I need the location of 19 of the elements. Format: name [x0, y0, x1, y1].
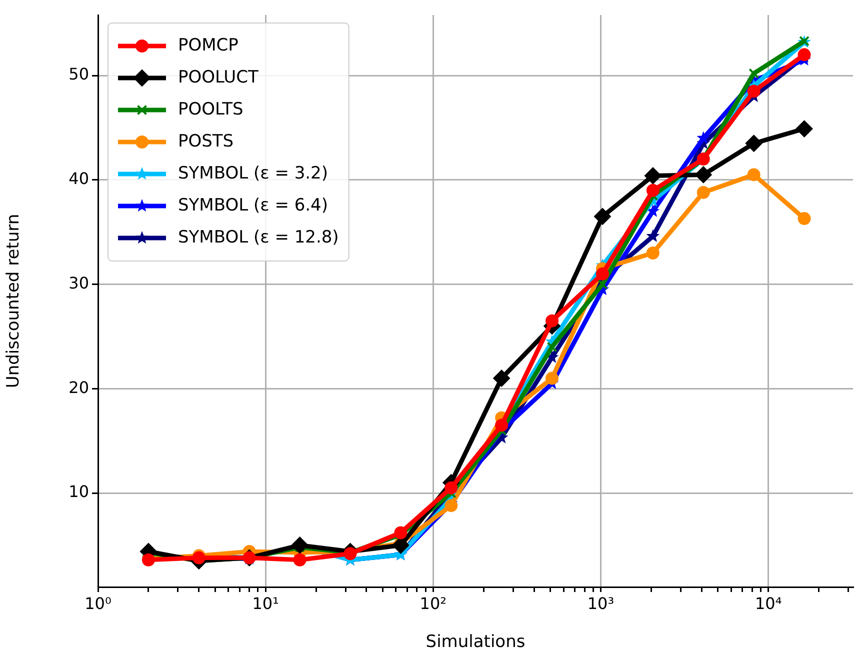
- y-tick-label: 10: [68, 482, 89, 502]
- x-tick-label: 10⁰: [84, 594, 112, 613]
- legend-label: SYMBOL (ε = 3.2): [178, 163, 328, 184]
- x-tick-label: 10²: [420, 594, 447, 613]
- y-axis-title: Undiscounted return: [4, 214, 24, 388]
- y-tick-label: 20: [68, 378, 89, 397]
- legend-label: POOLTS: [178, 99, 244, 120]
- y-tick-label: 50: [68, 64, 89, 84]
- x-tick-label: 10⁴: [754, 594, 782, 613]
- legend-label: SYMBOL (ε = 12.8): [178, 227, 339, 248]
- x-axis-title: Simulations: [426, 632, 526, 652]
- legend-label: POMCP: [178, 35, 238, 56]
- y-tick-label: 40: [68, 169, 89, 188]
- x-tick-label: 10¹: [252, 594, 279, 613]
- legend-label: SYMBOL (ε = 6.4): [178, 195, 328, 216]
- legend-label: POSTS: [178, 131, 234, 152]
- y-tick-label: 30: [68, 273, 89, 292]
- legend-label: POOLUCT: [178, 67, 259, 88]
- x-tick-label: 10³: [587, 594, 614, 613]
